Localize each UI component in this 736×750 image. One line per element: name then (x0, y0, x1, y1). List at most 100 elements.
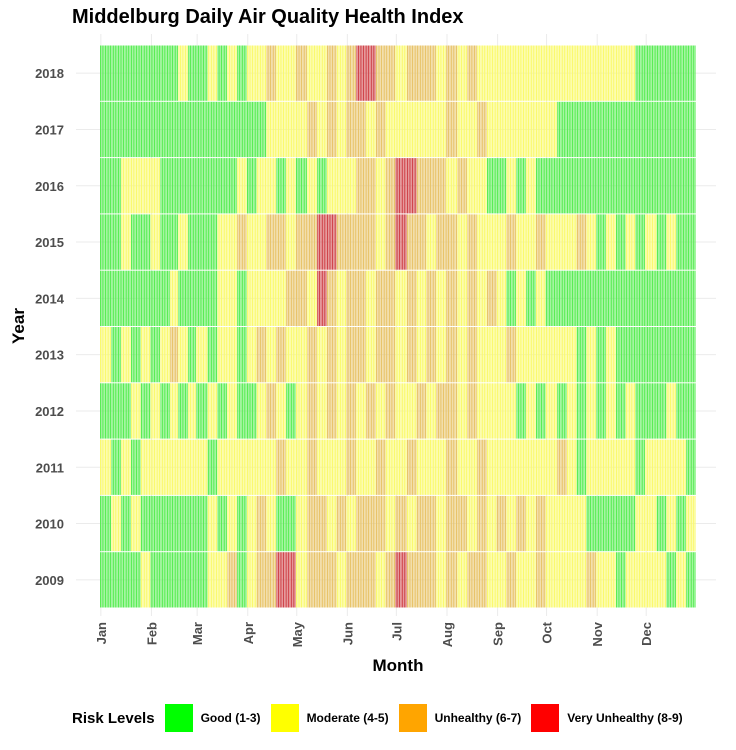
tile-2009-apr-20 (277, 552, 280, 608)
tile-2016-may-8 (307, 158, 309, 214)
tile-2015-oct-30 (593, 214, 595, 270)
tile-2018-jun-10 (361, 45, 363, 101)
tile-2015-feb-6 (158, 214, 160, 270)
tile-2015-feb-7 (160, 214, 162, 270)
tile-2009-jul-8 (406, 552, 409, 608)
tile-2014-jun-8 (357, 270, 360, 326)
tile-2010-oct-11 (562, 495, 564, 552)
tile-2009-nov-23 (632, 552, 634, 608)
tile-2009-jan-16 (124, 552, 126, 608)
tile-2011-oct-16 (570, 439, 572, 495)
tile-2014-oct-3 (549, 270, 551, 326)
tile-2009-nov-6 (604, 552, 606, 608)
tile-2014-mar-25 (235, 270, 237, 326)
tile-2009-apr-8 (258, 552, 260, 608)
tile-2015-nov-2 (598, 214, 600, 270)
tile-2018-jan-11 (116, 45, 118, 101)
tile-2017-aug-19 (475, 101, 477, 158)
tile-2012-apr-16 (271, 383, 273, 439)
tile-2011-oct-4 (550, 439, 552, 495)
tile-2015-jun-20 (377, 214, 379, 270)
tile-2013-jul-1 (395, 327, 397, 383)
tile-2016-mar-2 (197, 158, 200, 214)
tile-2014-nov-30 (643, 270, 645, 326)
tile-2010-feb-25 (189, 495, 191, 552)
tile-2011-dec-13 (664, 439, 667, 495)
tile-2014-jan-30 (147, 270, 149, 326)
tile-2012-oct-11 (562, 383, 564, 439)
tile-2016-nov-22 (630, 158, 632, 214)
tile-2009-aug-12 (464, 552, 466, 608)
tile-2014-jan-8 (111, 270, 113, 326)
tile-2010-mar-9 (209, 495, 211, 552)
tile-2011-jul-7 (405, 439, 407, 495)
tile-2011-jun-24 (384, 439, 386, 495)
tile-2017-oct-7 (555, 101, 557, 158)
tile-2009-aug-1 (446, 552, 448, 608)
tile-2009-jul-20 (426, 552, 428, 608)
tile-2011-mar-28 (240, 439, 242, 495)
tile-2014-jun-10 (361, 270, 363, 326)
tile-2018-jun-5 (353, 45, 355, 101)
tile-2017-jan-14 (121, 101, 123, 158)
tile-2014-may-14 (317, 270, 319, 326)
tile-2018-oct-11 (562, 45, 564, 101)
tile-2013-jan-17 (126, 327, 128, 383)
tile-2012-dec-13 (664, 383, 667, 439)
tile-2009-jun-12 (364, 552, 366, 608)
tile-2015-oct-22 (580, 214, 582, 270)
tile-2016-oct-5 (552, 158, 554, 214)
tile-2014-aug-2 (447, 270, 449, 326)
tile-2017-jul-16 (420, 101, 422, 158)
tile-2011-jun-9 (359, 439, 361, 495)
tile-2013-may-26 (336, 327, 338, 383)
tile-2017-feb-13 (170, 101, 172, 158)
tile-2018-may-8 (307, 45, 309, 101)
tile-2012-aug-7 (455, 383, 458, 439)
tile-2014-dec-11 (661, 270, 663, 326)
tile-2012-jan-5 (106, 383, 108, 439)
tile-2015-may-14 (317, 214, 319, 270)
tile-2013-jul-12 (413, 327, 415, 383)
tile-2009-dec-17 (671, 552, 673, 608)
tile-2011-sep-15 (519, 439, 521, 495)
tile-2011-jul-17 (421, 439, 423, 495)
tile-2014-jun-20 (377, 270, 379, 326)
tile-2009-may-12 (313, 552, 316, 608)
tile-2018-feb-2 (152, 45, 154, 101)
tile-2017-feb-4 (155, 101, 157, 158)
tile-2014-jan-9 (113, 270, 115, 326)
tile-2011-jan-21 (132, 439, 134, 495)
tile-row-2016 (100, 158, 696, 214)
y-axis-title: Year (9, 308, 28, 344)
tile-2015-oct-21 (578, 214, 580, 270)
tile-2013-oct-31 (594, 327, 596, 383)
tile-2015-jul-19 (424, 214, 427, 270)
tile-2018-jan-28 (144, 45, 146, 101)
tile-2009-nov-8 (607, 552, 609, 608)
tile-2010-mar-26 (237, 495, 239, 552)
tile-2013-jul-22 (429, 327, 432, 383)
tile-2009-apr-16 (271, 552, 273, 608)
tile-2016-jul-13 (415, 158, 417, 214)
tile-2018-may-24 (333, 45, 335, 101)
tile-2013-aug-27 (488, 327, 490, 383)
tile-2014-jan-7 (109, 270, 111, 326)
tile-2014-dec-31 (694, 270, 696, 326)
tile-2016-nov-27 (638, 158, 641, 214)
tile-2014-aug-24 (483, 270, 485, 326)
tile-2014-aug-27 (488, 270, 490, 326)
tile-2012-apr-29 (292, 383, 294, 439)
tile-2017-jun-21 (379, 101, 381, 158)
tile-2017-mar-17 (222, 101, 224, 158)
tile-2016-jun-3 (349, 158, 352, 214)
tile-2009-mar-29 (242, 552, 244, 608)
tile-2010-aug-16 (470, 495, 472, 552)
tile-2011-dec-3 (648, 439, 650, 495)
tile-2017-jan-5 (106, 101, 108, 158)
tile-2015-dec-3 (648, 214, 650, 270)
tile-2015-oct-27 (588, 214, 590, 270)
tile-2012-mar-24 (233, 383, 236, 439)
tile-2015-jun-19 (375, 214, 378, 270)
